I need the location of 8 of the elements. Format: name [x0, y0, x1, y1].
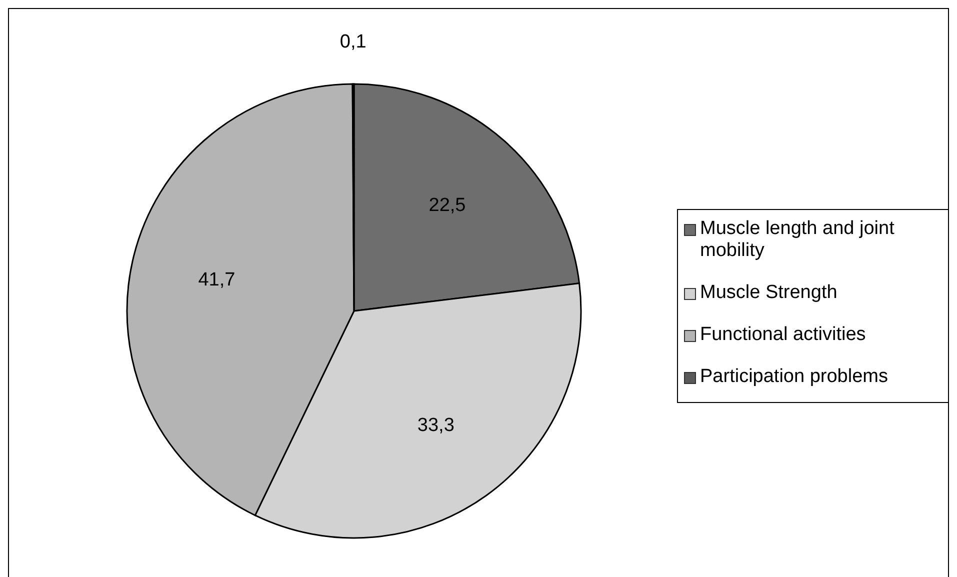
data-label: 22,5	[428, 195, 466, 216]
legend-label: Muscle length and joint mobility	[700, 218, 896, 262]
legend-label: Participation problems	[700, 366, 888, 388]
data-label: 41,7	[198, 270, 236, 290]
data-label: 0,1	[340, 32, 366, 52]
data-label: 33,3	[417, 414, 454, 436]
legend-label: Muscle Strength	[700, 282, 838, 304]
legend-label: Functional activities	[700, 324, 866, 346]
